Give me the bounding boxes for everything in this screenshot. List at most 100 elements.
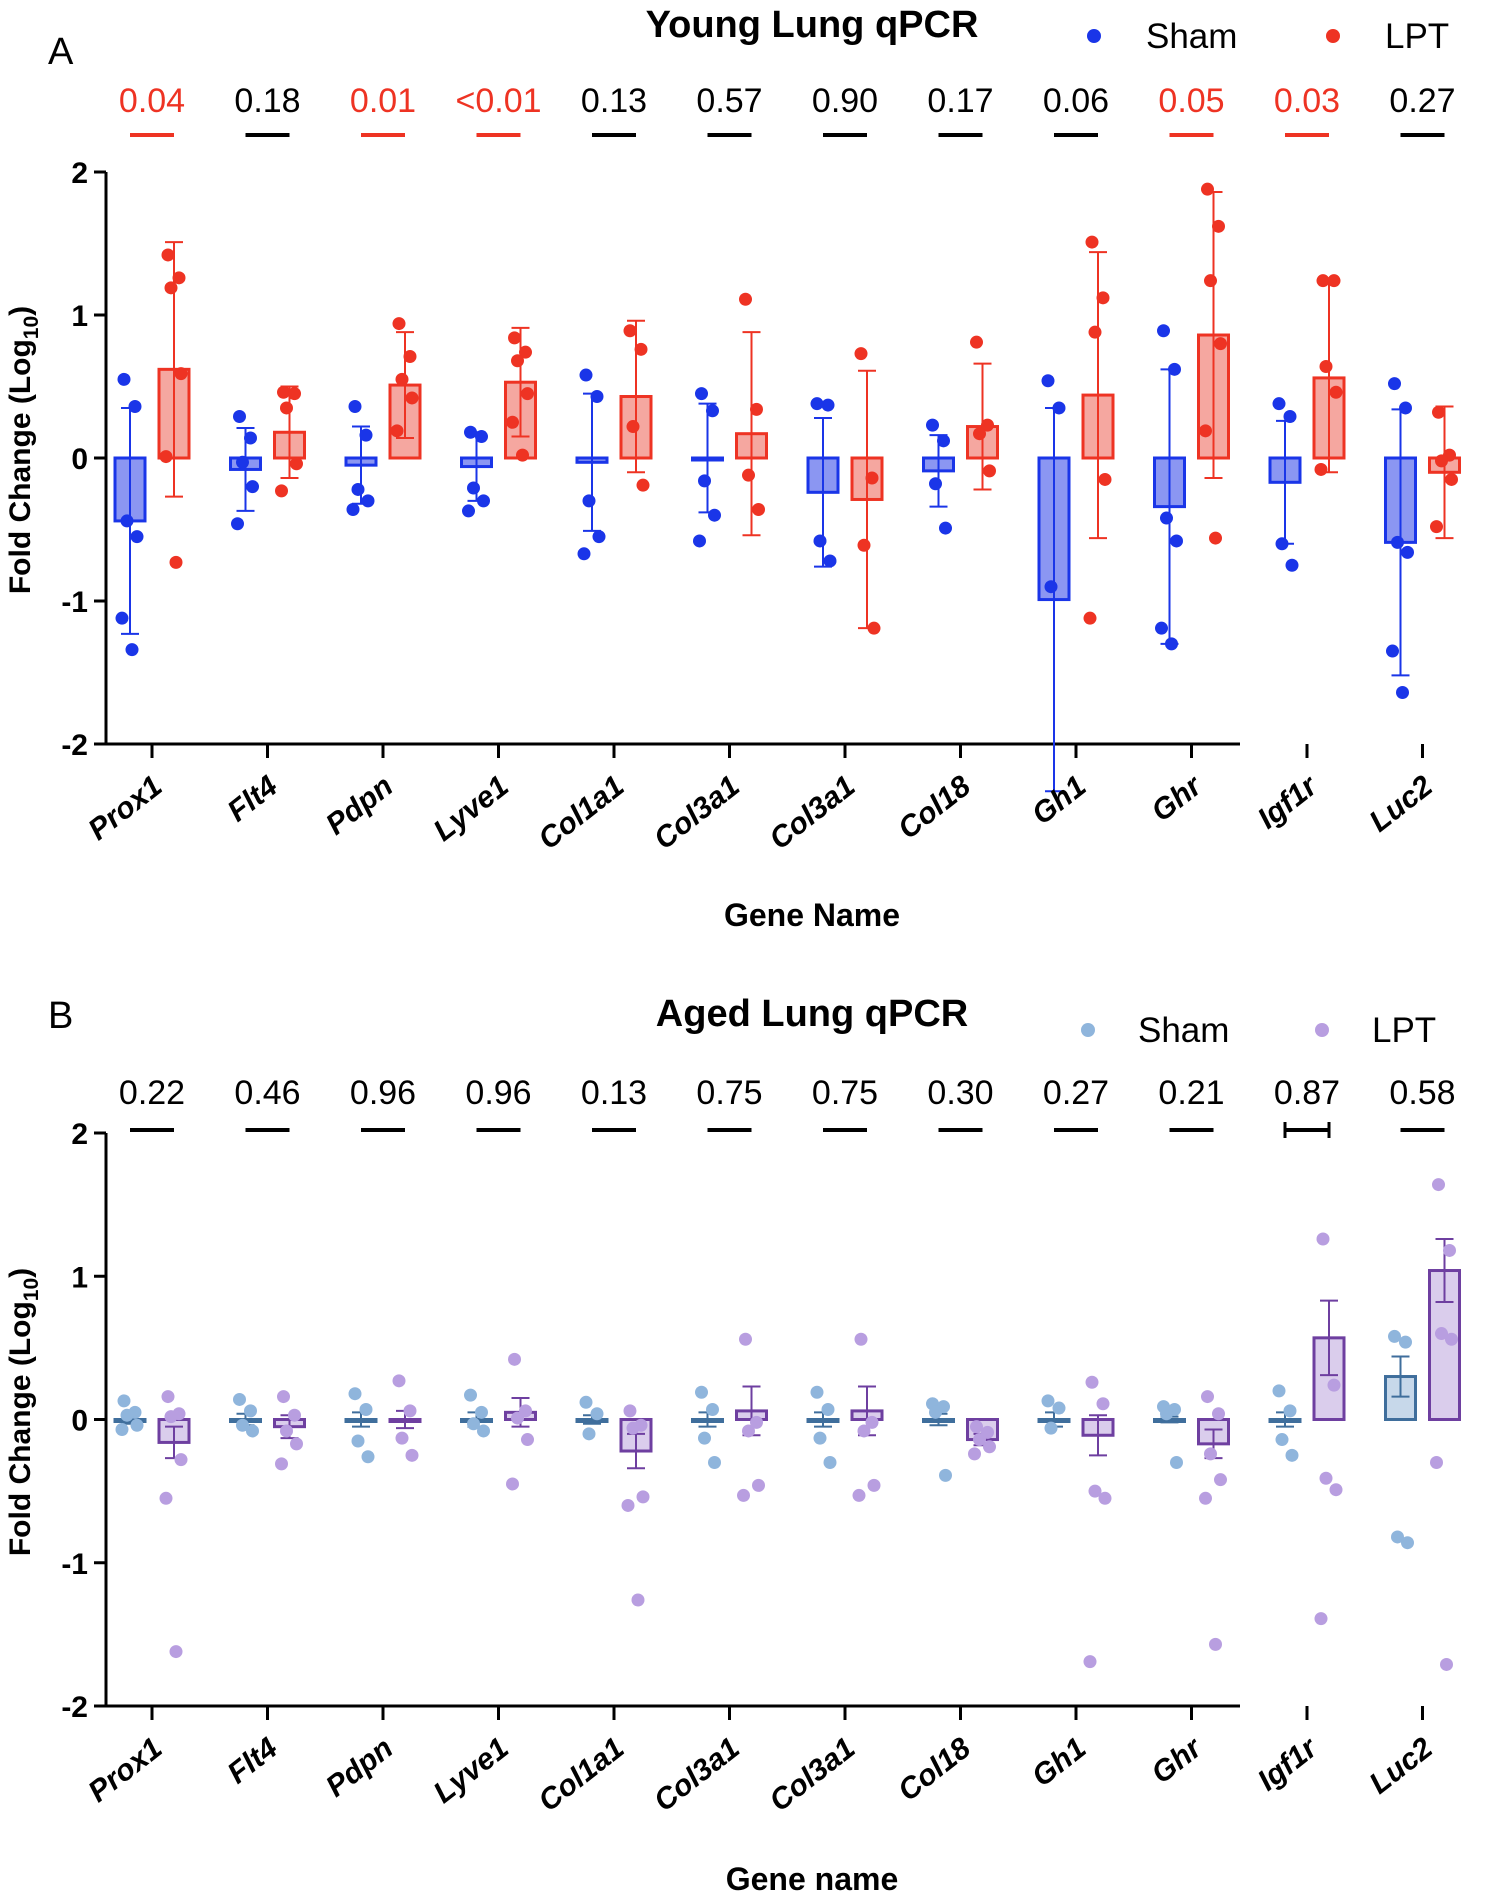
data-point-sham bbox=[117, 1394, 131, 1408]
legend-b: Sham LPT bbox=[1081, 1011, 1436, 1050]
legend-a: Sham LPT bbox=[1087, 17, 1449, 56]
data-point-sham bbox=[1283, 1404, 1297, 1418]
data-point-sham bbox=[708, 508, 721, 522]
data-point-lpt bbox=[280, 1424, 293, 1438]
data-point-lpt bbox=[403, 1404, 417, 1418]
data-point-lpt bbox=[275, 484, 288, 498]
data-point-lpt bbox=[742, 468, 755, 482]
data-point-lpt bbox=[392, 317, 406, 331]
x-tick-label: Prox1 bbox=[82, 770, 168, 847]
p-value-label: <0.01 bbox=[455, 82, 541, 120]
data-point-sham bbox=[823, 1455, 837, 1469]
y-axis-label-a-text: Fold Change (Log bbox=[4, 339, 37, 594]
data-point-lpt bbox=[1199, 424, 1212, 438]
data-point-lpt bbox=[508, 331, 521, 345]
panel-b-aged-lung-chart: B Aged Lung qPCR Sham LPT 210-1-20.22Pro… bbox=[4, 993, 1461, 1897]
data-point-lpt bbox=[852, 1488, 866, 1502]
data-point-sham bbox=[464, 1388, 477, 1402]
data-point-sham bbox=[579, 1395, 593, 1409]
data-point-sham bbox=[810, 397, 824, 411]
data-point-lpt bbox=[159, 1491, 173, 1505]
data-point-lpt bbox=[516, 448, 529, 462]
legend-marker-sham bbox=[1087, 29, 1101, 43]
data-point-lpt bbox=[854, 347, 868, 361]
data-point-lpt bbox=[521, 1433, 534, 1447]
p-value-label: 0.96 bbox=[350, 1074, 416, 1112]
data-point-lpt bbox=[508, 1352, 521, 1366]
data-point-sham bbox=[477, 494, 490, 508]
data-point-sham bbox=[1401, 1536, 1414, 1550]
data-point-lpt bbox=[1212, 1407, 1225, 1421]
data-point-lpt bbox=[506, 415, 519, 429]
data-point-lpt bbox=[1214, 337, 1227, 351]
p-value-label: 0.58 bbox=[1389, 1074, 1455, 1112]
p-value-label: 0.75 bbox=[812, 1074, 878, 1112]
data-point-lpt bbox=[288, 387, 301, 401]
data-point-sham bbox=[695, 387, 708, 401]
data-point-lpt bbox=[1209, 531, 1222, 545]
data-point-lpt bbox=[1435, 454, 1448, 468]
data-point-lpt bbox=[511, 354, 524, 368]
data-point-lpt bbox=[1212, 219, 1225, 233]
x-tick-label: Col18 bbox=[892, 1731, 977, 1807]
data-point-lpt bbox=[1319, 359, 1333, 373]
data-point-lpt bbox=[1440, 1657, 1453, 1671]
data-point-sham bbox=[577, 547, 591, 561]
data-point-lpt bbox=[1435, 1327, 1448, 1341]
data-point-lpt bbox=[636, 1490, 650, 1504]
data-point-lpt bbox=[1214, 1473, 1227, 1487]
data-point-sham bbox=[1041, 374, 1055, 388]
data-point-lpt bbox=[1314, 462, 1328, 476]
p-value-label: 0.13 bbox=[581, 1074, 647, 1112]
data-point-sham bbox=[1272, 397, 1286, 411]
data-point-sham bbox=[125, 643, 139, 657]
data-point-sham bbox=[813, 1431, 827, 1445]
data-point-lpt bbox=[288, 1408, 301, 1422]
data-point-lpt bbox=[290, 1437, 303, 1451]
data-point-lpt bbox=[161, 1390, 175, 1404]
data-point-sham bbox=[361, 494, 375, 508]
data-point-sham bbox=[130, 530, 144, 544]
data-point-lpt bbox=[392, 1374, 406, 1388]
data-point-sham bbox=[361, 1450, 375, 1464]
data-point-sham bbox=[1388, 1329, 1401, 1343]
x-tick-label: Col3a1 bbox=[648, 770, 746, 857]
y-tick-label: -2 bbox=[61, 729, 88, 762]
x-tick-label: Gh1 bbox=[1026, 770, 1092, 832]
data-point-lpt bbox=[865, 471, 879, 485]
data-point-lpt bbox=[1329, 1483, 1343, 1497]
data-point-lpt bbox=[750, 402, 763, 416]
data-point-lpt bbox=[277, 1390, 290, 1404]
data-point-sham bbox=[698, 474, 711, 488]
data-point-lpt bbox=[1098, 472, 1112, 486]
data-point-sham bbox=[1401, 545, 1414, 559]
data-point-lpt bbox=[1432, 405, 1445, 419]
legend-label-sham: Sham bbox=[1146, 17, 1237, 56]
data-point-lpt bbox=[1085, 1375, 1099, 1389]
p-value-label: 0.21 bbox=[1158, 1074, 1224, 1112]
p-value-label: 0.46 bbox=[234, 1074, 300, 1112]
data-point-lpt bbox=[1201, 1390, 1214, 1404]
data-point-sham bbox=[929, 1405, 942, 1419]
data-point-lpt bbox=[981, 418, 994, 432]
x-tick-label: Col1a1 bbox=[532, 770, 630, 857]
y-axis-label-a: Fold Change (Log10) bbox=[4, 306, 43, 594]
data-point-lpt bbox=[395, 372, 409, 386]
data-point-sham bbox=[1391, 1530, 1404, 1544]
p-value-label: 0.30 bbox=[927, 1074, 993, 1112]
x-tick-label: Prox1 bbox=[82, 1732, 168, 1809]
data-point-lpt bbox=[752, 1478, 765, 1492]
data-point-sham bbox=[1275, 1433, 1289, 1447]
data-point-lpt bbox=[1430, 520, 1443, 534]
plot-area-b: 2 1 0 -1 -2 0.22 Prox1 0.46 Flt4 0.96 Pdpn 0.96 Lyve… bbox=[61, 1074, 1461, 1819]
data-point-sham bbox=[467, 1417, 480, 1431]
data-point-sham bbox=[233, 410, 246, 424]
data-point-sham bbox=[708, 1455, 721, 1469]
x-tick-label: Pdpn bbox=[320, 770, 399, 842]
p-value-label: 0.87 bbox=[1274, 1074, 1340, 1112]
data-point-sham bbox=[477, 1424, 490, 1438]
x-tick-label: Pdpn bbox=[320, 1732, 399, 1804]
x-tick-label: Col1a1 bbox=[532, 1732, 630, 1819]
y-axis-label-b: Fold Change (Log10) bbox=[4, 1268, 43, 1556]
data-point-lpt bbox=[968, 1447, 981, 1461]
